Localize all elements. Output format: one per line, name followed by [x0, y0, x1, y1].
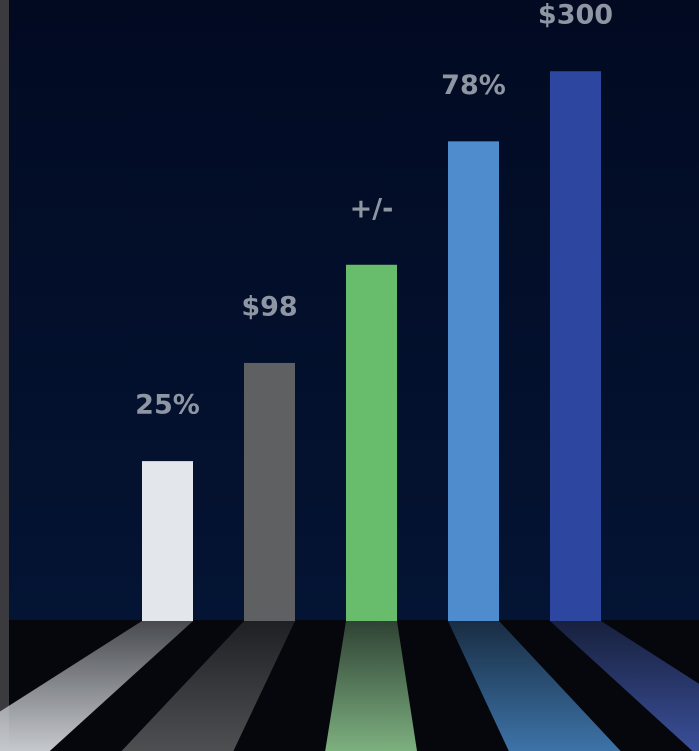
bar-data-label: +/- [350, 193, 394, 224]
bar-data-label: $300 [538, 0, 613, 31]
bar [550, 71, 601, 622]
data-label-group: 25% $98 +/- 78% $300 [135, 0, 613, 421]
bar-group [142, 71, 601, 622]
bar-reflection [550, 621, 699, 751]
bar-reflection [448, 621, 621, 751]
left-edge-bar [0, 0, 9, 751]
bar-data-label: 25% [135, 390, 200, 421]
bar-reflection [0, 621, 193, 751]
bar-data-label: $98 [241, 291, 297, 322]
bar-reflection [325, 621, 417, 751]
bar [346, 264, 397, 621]
bar [448, 141, 499, 621]
bar-reflection [121, 621, 295, 751]
bar [244, 362, 295, 621]
bar-data-label: 78% [441, 70, 506, 101]
bar-reflections [0, 621, 699, 751]
bar [142, 461, 193, 621]
